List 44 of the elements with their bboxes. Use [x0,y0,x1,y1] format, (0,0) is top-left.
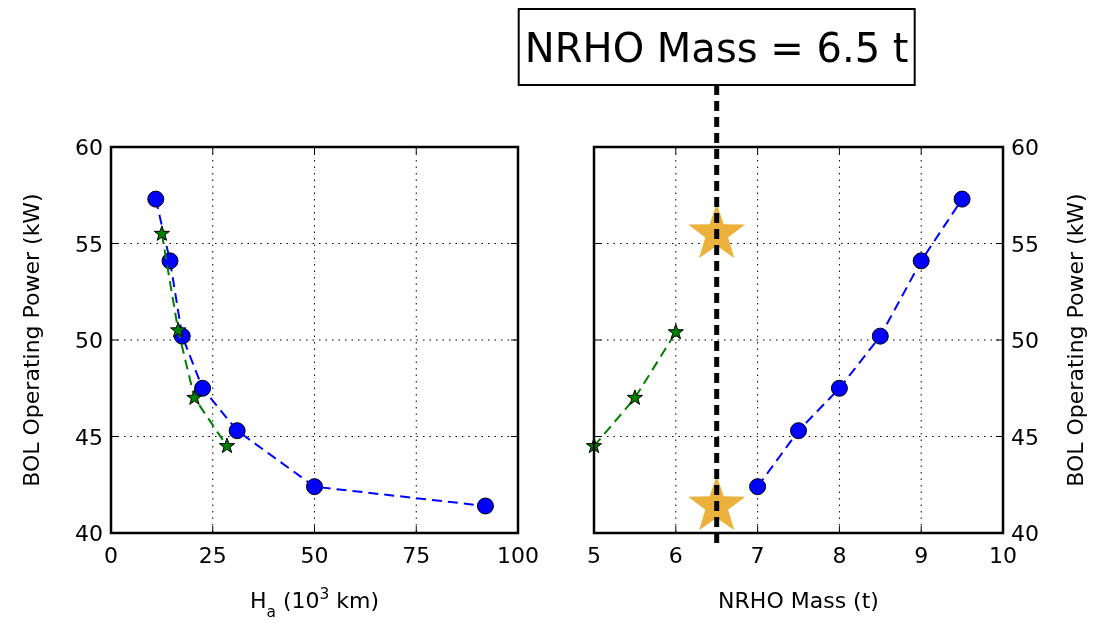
point [912,252,930,270]
point [306,478,323,496]
point [830,379,848,397]
point [749,478,767,496]
point [790,422,807,440]
x-tick-label: 8 [832,543,847,568]
x-tick-label: 6 [668,543,683,568]
y-tick-label: 40 [75,521,103,546]
y2-tick-label: 40 [1011,521,1039,546]
ref-line-label: NRHO Mass = 6.5 t [524,25,909,71]
x-tick-label: 25 [198,543,227,568]
x-tick-label: 10 [989,543,1017,568]
point [626,389,644,405]
y-axis-title: BOL Operating Power (kW) [19,193,44,487]
y2-tick-label: 45 [1011,424,1039,450]
point [161,252,179,270]
point [194,379,212,397]
y2-tick-label: 60 [1011,135,1039,160]
x-tick-label: 100 [497,543,539,568]
y2-tick-label: 50 [1011,328,1039,353]
x-axis-title: NRHO Mass (t) [718,588,879,613]
point [667,323,684,340]
y-tick-label: 50 [75,328,103,353]
point [871,327,889,345]
y-tick-label: 45 [75,424,103,450]
point [476,497,494,515]
point [218,437,236,454]
point [147,190,165,208]
point [170,321,187,338]
x-tick-label: 7 [750,543,765,568]
x-axis-title: H$_{a}$ (10$^{3}$ km) [249,585,380,621]
x-tick-label: 50 [300,543,329,568]
y-tick-label: 60 [75,135,103,160]
point [228,422,246,440]
x-tick-label: 0 [104,543,118,568]
x-tick-label: 9 [914,543,929,568]
point [953,190,971,208]
y-tick-label: 55 [75,231,103,257]
point [153,225,170,241]
y2-axis-title: BOL Operating Power (kW) [1063,193,1088,487]
x-tick-label: 75 [402,543,431,568]
y2-tick-label: 55 [1011,231,1039,257]
point [186,389,203,405]
x-tick-label: 5 [587,543,601,568]
